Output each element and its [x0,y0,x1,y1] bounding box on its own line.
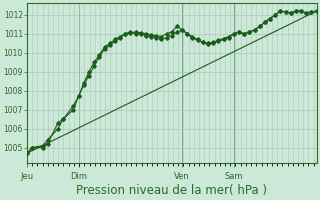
X-axis label: Pression niveau de la mer( hPa ): Pression niveau de la mer( hPa ) [76,184,267,197]
